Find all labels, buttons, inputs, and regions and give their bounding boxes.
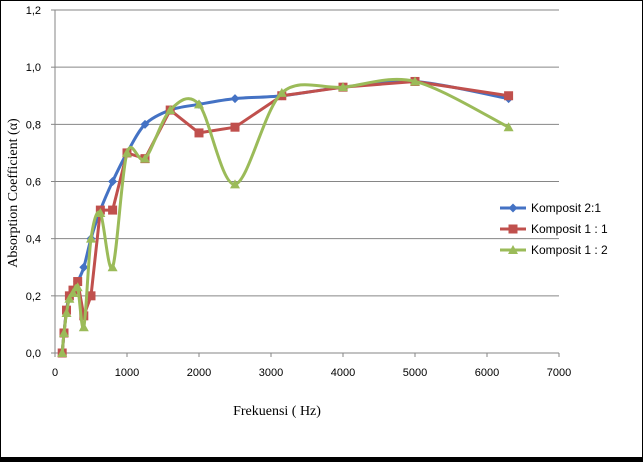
data-point-square [108,205,118,215]
series-line [60,79,509,354]
data-point-triangle [57,348,68,357]
y-tick-label: 1,2 [26,5,41,17]
legend-label: Komposit 2:1 [531,201,601,215]
y-tick-label: 1,0 [26,62,41,74]
data-point-triangle [64,293,75,303]
legend-item: Komposit 2:1 [500,201,601,215]
y-tick-label: 0,8 [26,119,41,131]
series-2 [57,76,514,358]
data-point-triangle [503,122,514,132]
series-line [60,79,509,354]
y-tick-labels: 0,0 0,2 0,4 0,6 0,8 1,0 1,2 [26,5,41,360]
axes [51,9,560,357]
data-point-triangle [122,147,132,157]
gridlines [55,9,559,297]
x-tick-label: 6000 [475,367,499,379]
x-tick-label: 1000 [115,367,139,379]
legend-item: Komposit 1 : 1 [500,222,608,236]
x-tick-label: 0 [52,367,58,379]
data-point-triangle [410,76,420,86]
data-point-triangle [230,179,240,189]
data-point-triangle [107,262,118,272]
data-point-triangle [61,307,72,317]
series-line [60,77,510,354]
data-point-square [86,291,96,301]
data-point-square [73,277,83,287]
data-point-triangle [59,327,69,337]
data-point-diamond [508,203,518,213]
data-point-triangle [194,99,204,109]
x-tick-labels: 0 1000 2000 3000 4000 5000 6000 7000 [52,367,571,379]
legend-label: Komposit 1 : 2 [531,243,608,257]
data-point-triangle [165,105,176,115]
data-point-square [194,128,204,138]
y-tick-label: 0,6 [26,177,41,189]
x-tick-label: 5000 [403,367,427,379]
data-point-triangle [276,87,287,97]
data-point-triangle [72,282,83,292]
data-point-triangle [508,245,518,254]
data-point-square [508,224,518,234]
data-point-diamond [140,119,150,129]
data-point-triangle [78,322,89,332]
series-1 [57,76,514,358]
data-point-triangle [338,82,348,92]
data-series [57,76,514,358]
y-tick-label: 0,2 [26,291,41,303]
x-tick-label: 2000 [187,367,211,379]
data-point-square [230,122,240,132]
data-point-diamond [230,94,240,104]
x-tick-label: 4000 [331,367,355,379]
series-3 [57,76,514,357]
data-point-diamond [108,177,118,186]
data-point-square [504,91,514,101]
legend: Komposit 2:1 Komposit 1 : 1 Komposit 1 : 2 [500,201,608,257]
x-axis-title: Frekuensi ( Hz) [233,404,321,419]
data-point-triangle [86,233,96,243]
y-axis-title: Absorption Coefficient (α) [6,118,21,268]
data-point-triangle [95,207,106,217]
y-tick-label: 0,4 [26,234,41,246]
y-tick-label: 0,0 [26,348,41,360]
legend-label: Komposit 1 : 1 [531,222,608,236]
data-point-triangle [68,287,78,297]
x-tick-label: 7000 [547,367,571,379]
legend-item: Komposit 1 : 2 [500,243,608,257]
data-point-triangle [140,153,150,163]
x-tick-label: 3000 [259,367,283,379]
data-point-diamond [79,262,89,272]
